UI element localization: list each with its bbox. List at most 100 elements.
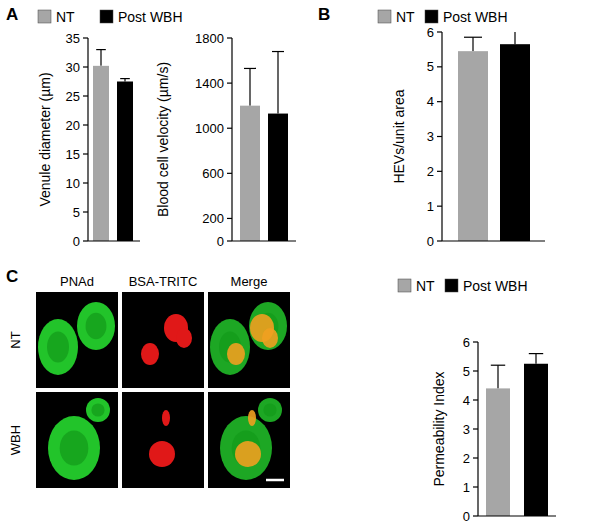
y-tick [227, 173, 232, 174]
error-bar [277, 52, 278, 114]
error-cap [120, 78, 130, 79]
y-tick-label: 15 [66, 147, 80, 162]
y-tick-label: 1 [463, 480, 470, 495]
y-tick [227, 240, 232, 241]
y-tick-label: 600 [202, 166, 224, 181]
y-tick-label: 20 [66, 118, 80, 133]
y-tick [473, 399, 478, 400]
y-tick [83, 124, 88, 125]
y-tick [437, 136, 442, 137]
y-tick [83, 211, 88, 212]
legend-label: NT [416, 278, 435, 294]
y-tick [473, 515, 478, 516]
error-cap [96, 49, 106, 50]
legend-swatch [398, 279, 411, 292]
y-axis [231, 38, 232, 241]
y-tick-label: 35 [66, 31, 80, 46]
marks [486, 354, 548, 516]
x-axis [232, 240, 296, 241]
cell-signal [48, 416, 100, 480]
tile-background [36, 292, 118, 388]
y-tick [437, 31, 442, 32]
bar [240, 106, 260, 241]
cell-signal [77, 302, 115, 350]
cell-signal [248, 410, 256, 426]
y-tick-label: 30 [66, 60, 80, 75]
cell-signal [220, 416, 272, 480]
y-tick [437, 171, 442, 172]
y-tick [227, 128, 232, 129]
y-tick [83, 37, 88, 38]
y-tick-label: 0 [217, 234, 224, 249]
scale-bar [266, 479, 284, 482]
y-tick [83, 240, 88, 241]
y-tick-label: 2 [463, 451, 470, 466]
micrograph-tile [208, 292, 290, 388]
cell-signal [227, 343, 245, 365]
y-tick-label: 3 [463, 422, 470, 437]
tile-background [122, 292, 204, 388]
legend-label: NT [56, 9, 75, 25]
cell-texture [91, 403, 104, 416]
y-tick-label: 0 [427, 234, 434, 249]
column-label: PNAd [60, 274, 94, 289]
y-tick [473, 370, 478, 371]
cell-texture [60, 430, 89, 465]
marks [93, 50, 133, 241]
micrograph-tile [208, 392, 290, 488]
cell-signal [162, 410, 170, 426]
y-tick [83, 153, 88, 154]
column-label: Merge [231, 274, 268, 289]
legend-label: Post WBH [463, 278, 528, 294]
cell-signal [235, 441, 261, 467]
y-tick-label: 1 [427, 199, 434, 214]
cell-signal [86, 398, 110, 422]
cell-signal [210, 319, 250, 375]
cell-signal [258, 398, 282, 422]
cell-signal [141, 343, 159, 365]
error-cap [272, 51, 284, 52]
bar [486, 388, 510, 516]
y-tick-label: 6 [463, 335, 470, 350]
cell-texture [86, 313, 107, 339]
cell-signal [38, 319, 78, 375]
legend: NTPost WBH [378, 9, 508, 25]
y-tick [473, 457, 478, 458]
micrograph-tile [122, 292, 204, 388]
legend-swatch [378, 10, 391, 23]
y-tick-label: 4 [427, 94, 434, 109]
bar-chart: 0200600100014001800Blood cell velocity (… [155, 31, 296, 249]
y-tick [473, 341, 478, 342]
y-tick-label: 0 [463, 509, 470, 524]
error-bar [100, 50, 101, 66]
error-cap [529, 353, 543, 354]
y-axis-label: HEVs/unit area [391, 89, 407, 183]
cell-signal [176, 328, 192, 348]
error-cap [464, 37, 482, 38]
y-tick [83, 182, 88, 183]
legend-label: Post WBH [118, 9, 183, 25]
y-tick-label: 2 [427, 164, 434, 179]
y-tick [437, 66, 442, 67]
bar [268, 114, 288, 241]
bar [524, 364, 548, 516]
y-axis [87, 38, 88, 241]
tile-background [122, 392, 204, 488]
y-tick-label: 5 [73, 205, 80, 220]
bar-chart: 0123456Permeability IndexNTPost WBH [398, 278, 556, 524]
y-tick-label: 25 [66, 89, 80, 104]
y-tick [437, 240, 442, 241]
bar [117, 82, 133, 242]
y-tick-label: 200 [202, 211, 224, 226]
y-tick [437, 101, 442, 102]
y-tick-label: 10 [66, 176, 80, 191]
bar [93, 66, 109, 241]
cell-signal [149, 441, 175, 467]
y-tick [473, 486, 478, 487]
y-tick-label: 0 [73, 234, 80, 249]
y-tick [83, 95, 88, 96]
panel-letter: C [6, 267, 18, 286]
figure: ABC05101520253035Venule diameter (µm)NTP… [0, 0, 600, 524]
error-bar [249, 68, 250, 105]
panel-letter: B [318, 5, 330, 24]
